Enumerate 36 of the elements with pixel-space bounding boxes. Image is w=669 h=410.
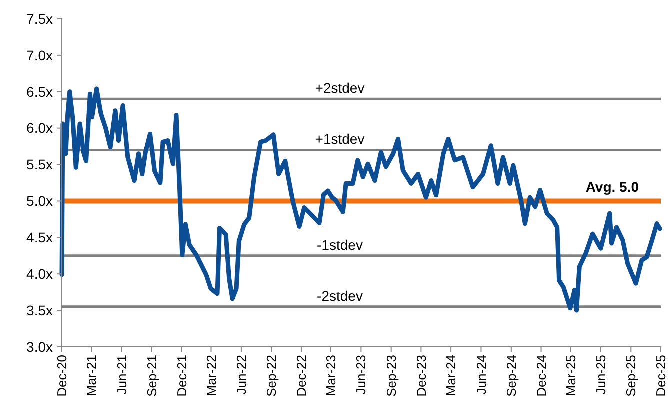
y-tick-label: 5.5x — [26, 156, 53, 173]
x-tick-label: Dec-23 — [414, 355, 429, 397]
x-tick-label: Dec-21 — [174, 355, 190, 397]
y-tick-label: 4.5x — [26, 230, 53, 246]
x-tick-label: Mar-22 — [204, 355, 219, 396]
x-tick-label: Sep-23 — [384, 355, 399, 397]
x-tick-label: Jun-21 — [114, 355, 130, 395]
y-tick-label: 3.0x — [26, 338, 53, 355]
x-tick-label: Jun-22 — [234, 355, 249, 395]
x-tick-label: Dec-25 — [654, 355, 669, 397]
x-tick-label: Jun-24 — [474, 355, 489, 395]
ref-line-label: Avg. 5.0 — [586, 179, 640, 196]
ref-line-label: -1stdev — [317, 236, 363, 253]
x-tick-label: Dec-24 — [534, 355, 549, 397]
x-tick-label: Sep-21 — [144, 355, 160, 397]
x-tick-label: Mar-24 — [444, 355, 459, 396]
ref-line-label: +1stdev — [315, 131, 365, 148]
y-tick-label: 5.0x — [26, 193, 53, 210]
x-tick-label: Dec-20 — [54, 355, 70, 397]
x-tick-label: Jun-23 — [354, 355, 369, 395]
y-tick-label: 3.5x — [26, 302, 53, 318]
x-tick-label: Mar-23 — [324, 355, 339, 396]
x-tick-label: Sep-22 — [264, 355, 280, 397]
x-tick-label: Dec-22 — [294, 355, 310, 397]
x-tick-label: Sep-25 — [624, 355, 639, 397]
ref-line-label: -2stdev — [317, 288, 363, 304]
y-tick-label: 7.5x — [26, 10, 53, 27]
x-tick-label: Jun-25 — [594, 355, 609, 395]
x-tick-label: Mar-25 — [563, 355, 578, 396]
y-tick-label: 4.0x — [26, 266, 53, 282]
y-tick-label: 7.0x — [26, 47, 53, 64]
y-tick-label: 6.5x — [26, 84, 53, 100]
ref-line-label: +2stdev — [315, 80, 365, 96]
x-tick-label: Sep-24 — [504, 355, 519, 397]
x-tick-label: Mar-21 — [84, 355, 100, 396]
y-tick-label: 6.0x — [26, 120, 53, 136]
